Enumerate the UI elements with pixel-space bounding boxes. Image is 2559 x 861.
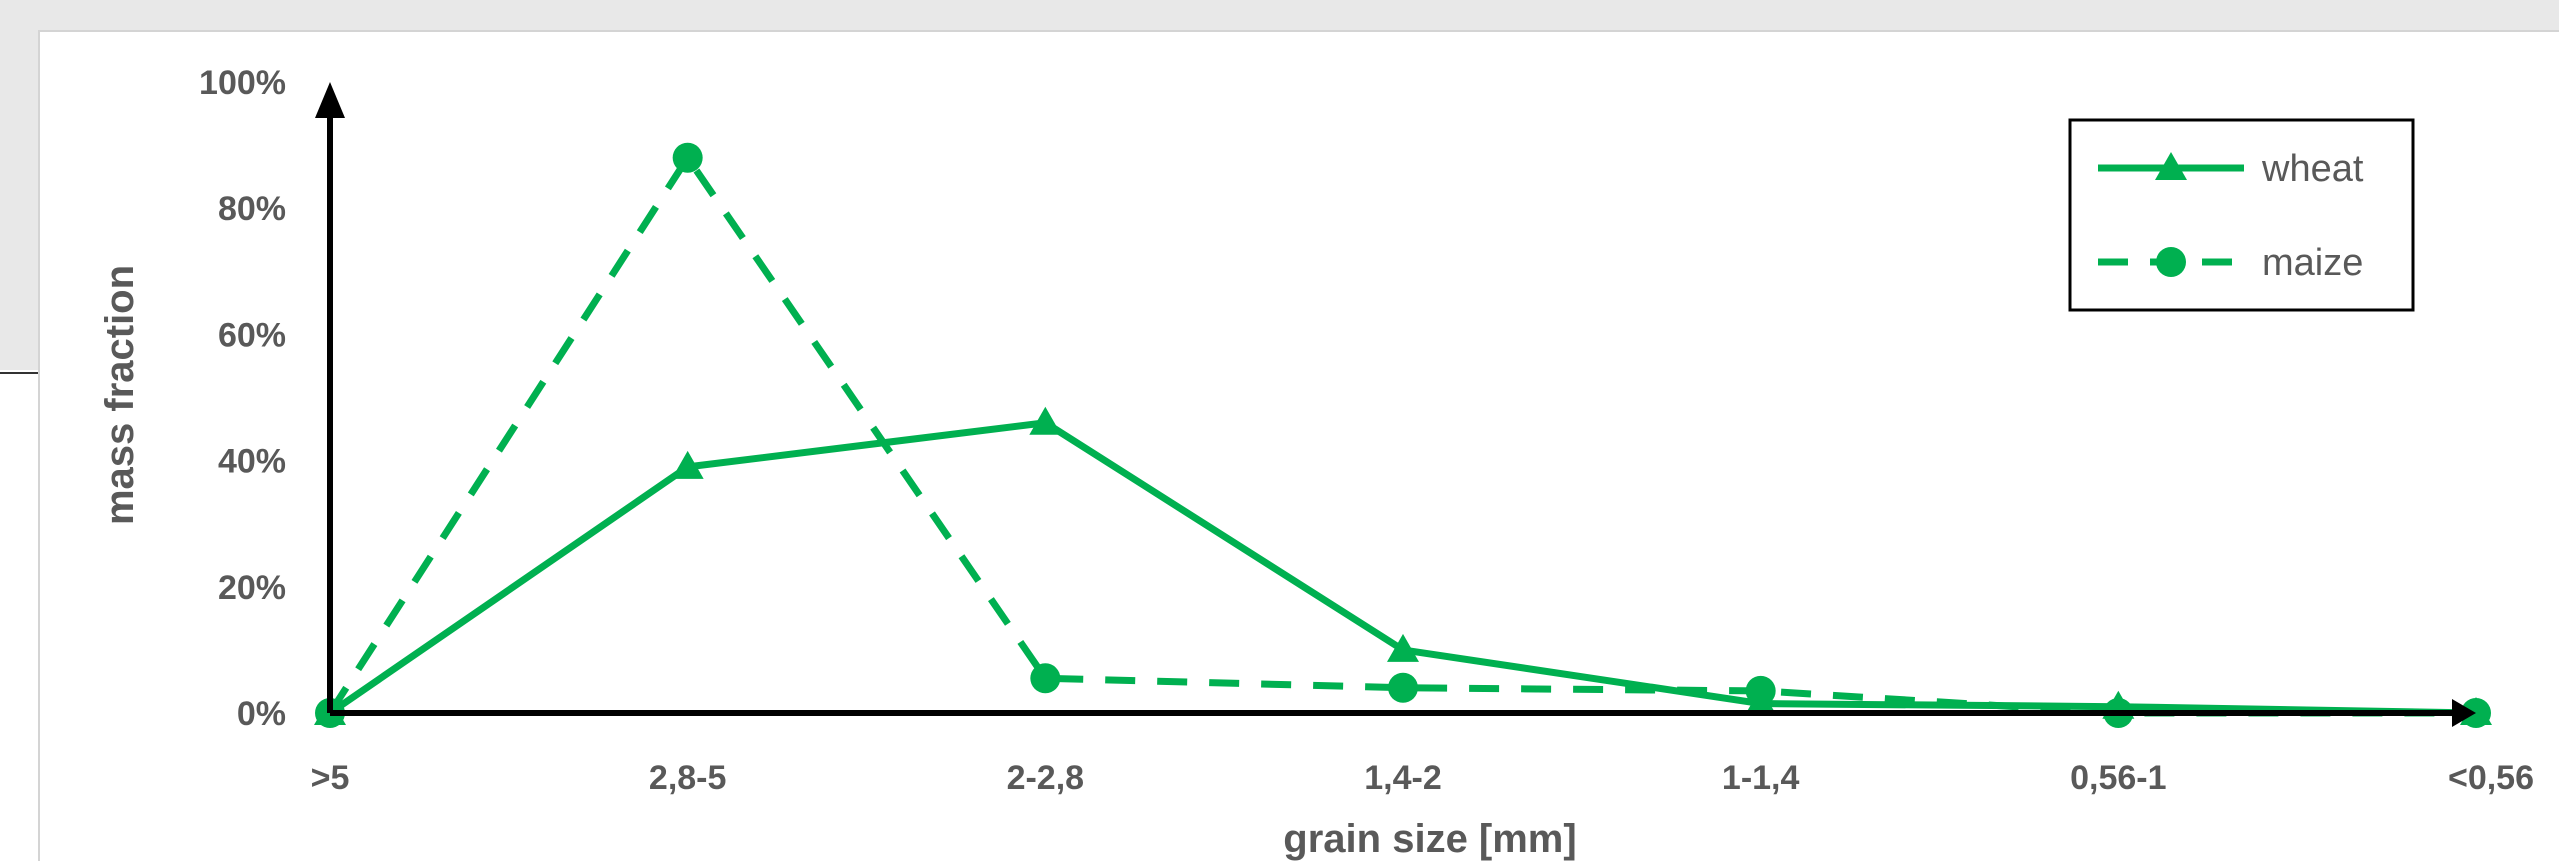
legend-marker-maize xyxy=(2156,247,2186,277)
data-point-maize xyxy=(1745,675,1776,706)
background-strip-top xyxy=(0,0,2559,30)
x-tick-label: 0,56-1 xyxy=(2070,759,2166,797)
series-line-wheat xyxy=(328,419,2477,717)
y-tick-label: 20% xyxy=(218,569,286,607)
background-strip-left xyxy=(0,0,38,370)
y-axis-arrowhead xyxy=(315,82,345,118)
x-axis-arrowhead xyxy=(2452,699,2476,727)
y-axis-label: mass fraction xyxy=(98,265,142,525)
x-tick-label: >5 xyxy=(311,759,350,797)
y-tick-label: 60% xyxy=(218,316,286,354)
x-tick-label: 1-1,4 xyxy=(1722,759,1800,797)
x-tick-label: 2,8-5 xyxy=(649,759,727,797)
x-tick-label: 2-2,8 xyxy=(1007,759,1085,797)
axes xyxy=(315,82,2476,727)
x-tick-label: 1,4-2 xyxy=(1364,759,1442,797)
y-tick-label: 100% xyxy=(199,64,286,102)
data-point-maize xyxy=(1030,663,1061,694)
legend-marker-wheat xyxy=(2155,152,2187,180)
data-point-wheat xyxy=(1029,406,1062,435)
data-point-wheat xyxy=(1387,633,1419,662)
x-tick-label: <0,56 xyxy=(2448,759,2534,797)
data-point-wheat xyxy=(671,450,704,479)
y-tick-label: 80% xyxy=(218,190,286,228)
x-axis-label: grain size [mm] xyxy=(1283,817,1576,861)
data-point-maize xyxy=(672,142,703,173)
y-tick-label: 40% xyxy=(218,443,286,481)
legend-box xyxy=(2068,118,2415,312)
legend: wheat maize xyxy=(2068,118,2415,312)
legend-label-maize: maize xyxy=(2262,242,2363,284)
x-tick-labels: >5 2,8-5 2-2,8 1,4-2 1-1,4 0,56-1 <0,56 xyxy=(311,759,2534,797)
legend-label-wheat: wheat xyxy=(2261,148,2364,190)
y-tick-label: 0% xyxy=(237,695,286,733)
y-tick-labels: 0% 20% 40% 60% 80% 100% xyxy=(199,64,286,733)
data-point-maize xyxy=(1388,672,1418,703)
edge-line xyxy=(0,372,75,374)
